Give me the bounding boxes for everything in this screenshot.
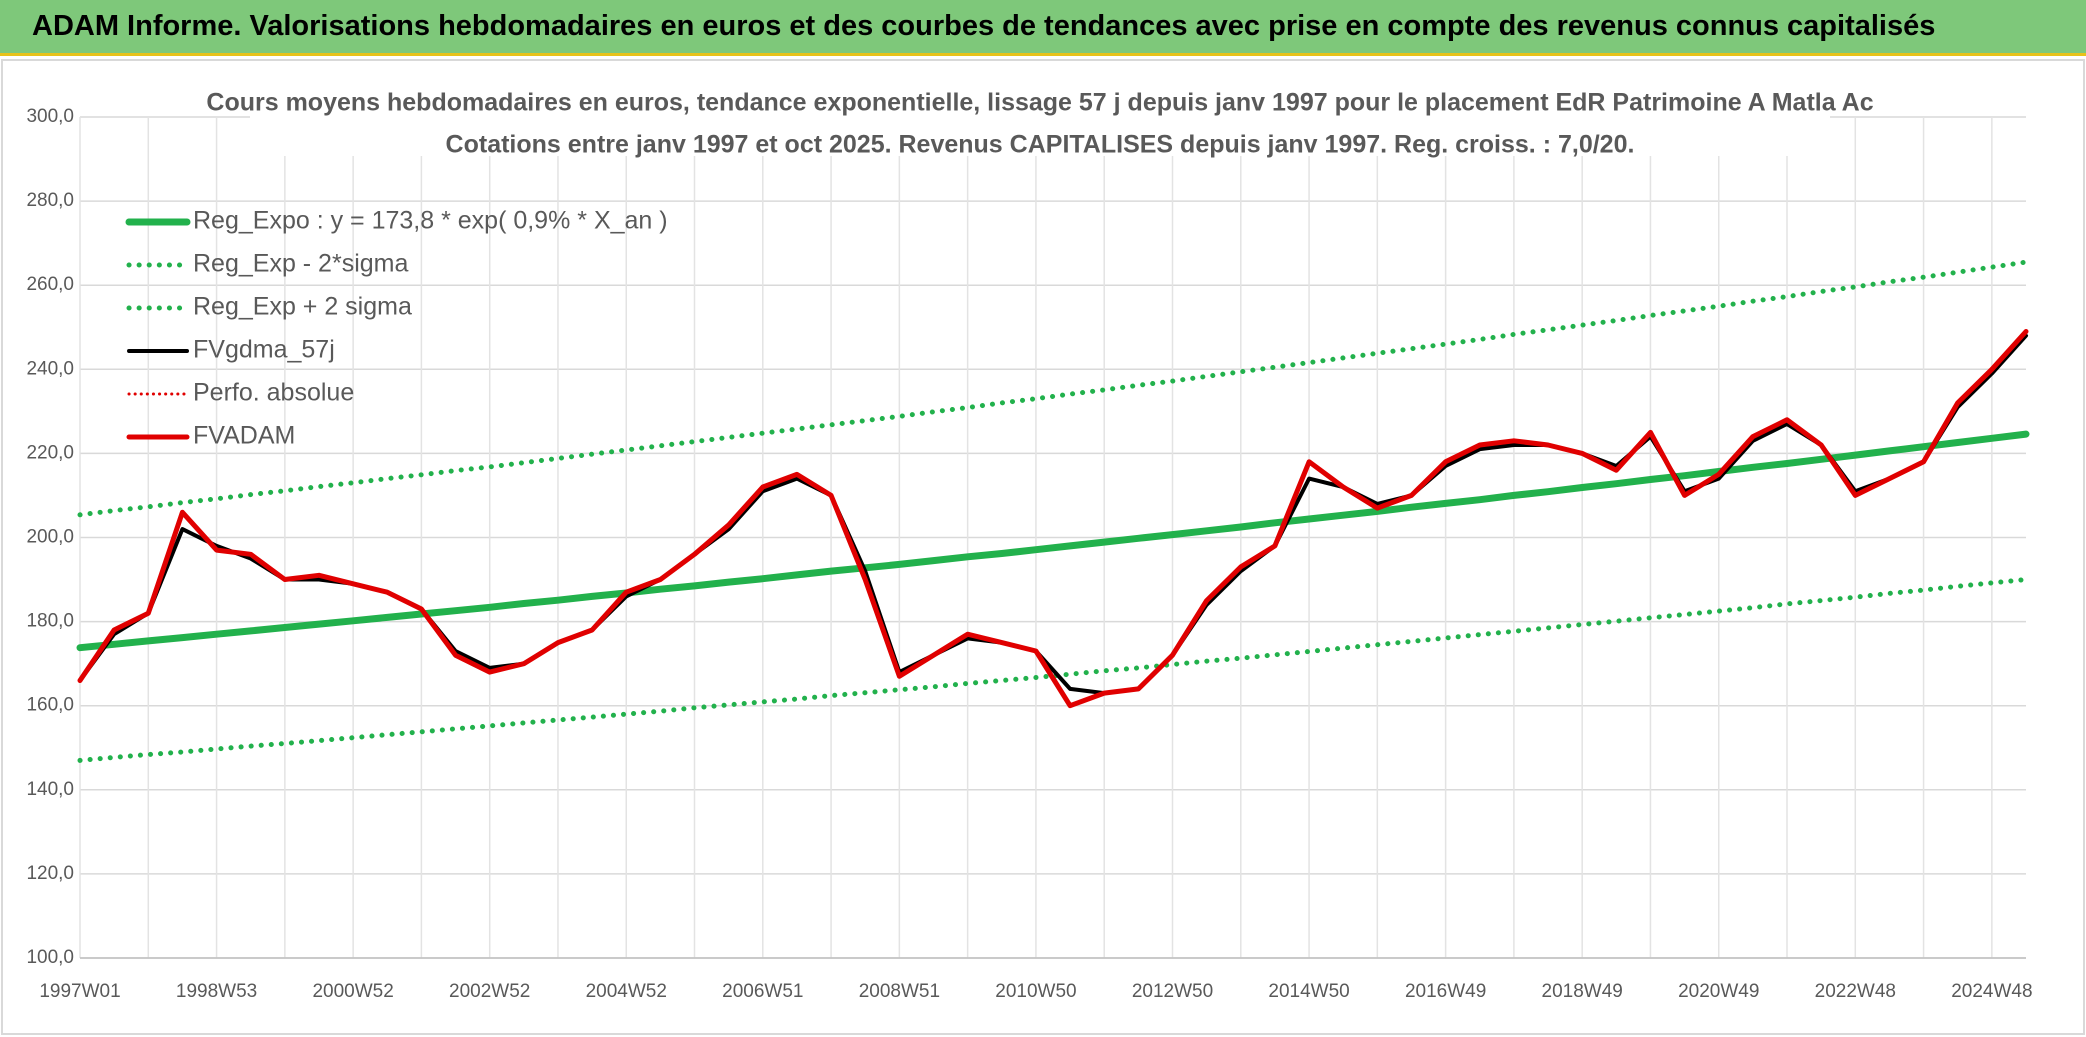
chart-title: Cours moyens hebdomadaires en euros, ten… — [206, 89, 1873, 117]
x-tick-label: 2020W49 — [1678, 981, 1759, 1002]
legend-label: Reg_Expo : y = 173,8 * exp( 0,9% * X_an … — [193, 207, 668, 235]
legend-label: FVADAM — [193, 422, 295, 450]
y-tick-label: 260,0 — [26, 274, 74, 295]
legend-label: Perfo. absolue — [193, 379, 354, 407]
y-tick-label: 200,0 — [26, 527, 74, 548]
chart: 100,0 120,0 140,0 160,0 180,0 200,0 220,0 240,0… — [1, 59, 2085, 1035]
title-backdrop — [250, 76, 1830, 156]
series-line — [77, 329, 2029, 709]
x-tick-label: 2024W48 — [1951, 981, 2032, 1002]
series-line — [77, 259, 2029, 518]
plot — [76, 259, 2030, 763]
x-tick-label: 2022W48 — [1815, 981, 1896, 1002]
series-line — [76, 430, 2030, 652]
x-tick-label: 2012W50 — [1132, 981, 1213, 1002]
legend-label: Reg_Exp - 2*sigma — [193, 250, 408, 278]
legend-label: Reg_Exp + 2 sigma — [193, 293, 412, 321]
y-tick-label: 300,0 — [26, 106, 74, 127]
y-tick-label: 220,0 — [26, 442, 74, 463]
grid: 100,0 120,0 140,0 160,0 180,0 200,0 220,0 240,0… — [26, 106, 2032, 1002]
legend-label: FVgdma_57j — [193, 336, 335, 364]
series-line — [77, 577, 2029, 763]
x-tick-label: 2014W50 — [1268, 981, 1349, 1002]
x-tick-label: 2016W49 — [1405, 981, 1486, 1002]
x-tick-label: 1997W01 — [39, 981, 120, 1002]
header-title: ADAM Informe. Valorisations hebdomadaire… — [32, 10, 1936, 42]
x-tick-label: 2008W51 — [859, 981, 940, 1002]
x-tick-label: 2010W50 — [995, 981, 1076, 1002]
y-tick-label: 240,0 — [26, 358, 74, 379]
x-tick-label: 1998W53 — [176, 981, 257, 1002]
y-tick-label: 180,0 — [26, 611, 74, 632]
x-tick-label: 2018W49 — [1542, 981, 1623, 1002]
y-tick-label: 100,0 — [26, 947, 74, 968]
y-tick-label: 140,0 — [26, 779, 74, 800]
x-tick-label: 2004W52 — [586, 981, 667, 1002]
y-tick-label: 120,0 — [26, 863, 74, 884]
y-tick-label: 160,0 — [26, 695, 74, 716]
legend: Reg_Expo : y = 173,8 * exp( 0,9% * X_an … — [125, 207, 668, 450]
x-tick-label: 2000W52 — [312, 981, 393, 1002]
x-tick-label: 2002W52 — [449, 981, 530, 1002]
x-tick-label: 2006W51 — [722, 981, 803, 1002]
y-tick-label: 280,0 — [26, 190, 74, 211]
header-bar: ADAM Informe. Valorisations hebdomadaire… — [0, 0, 2086, 56]
chart-subtitle: Cotations entre janv 1997 et oct 2025. R… — [446, 131, 1635, 159]
